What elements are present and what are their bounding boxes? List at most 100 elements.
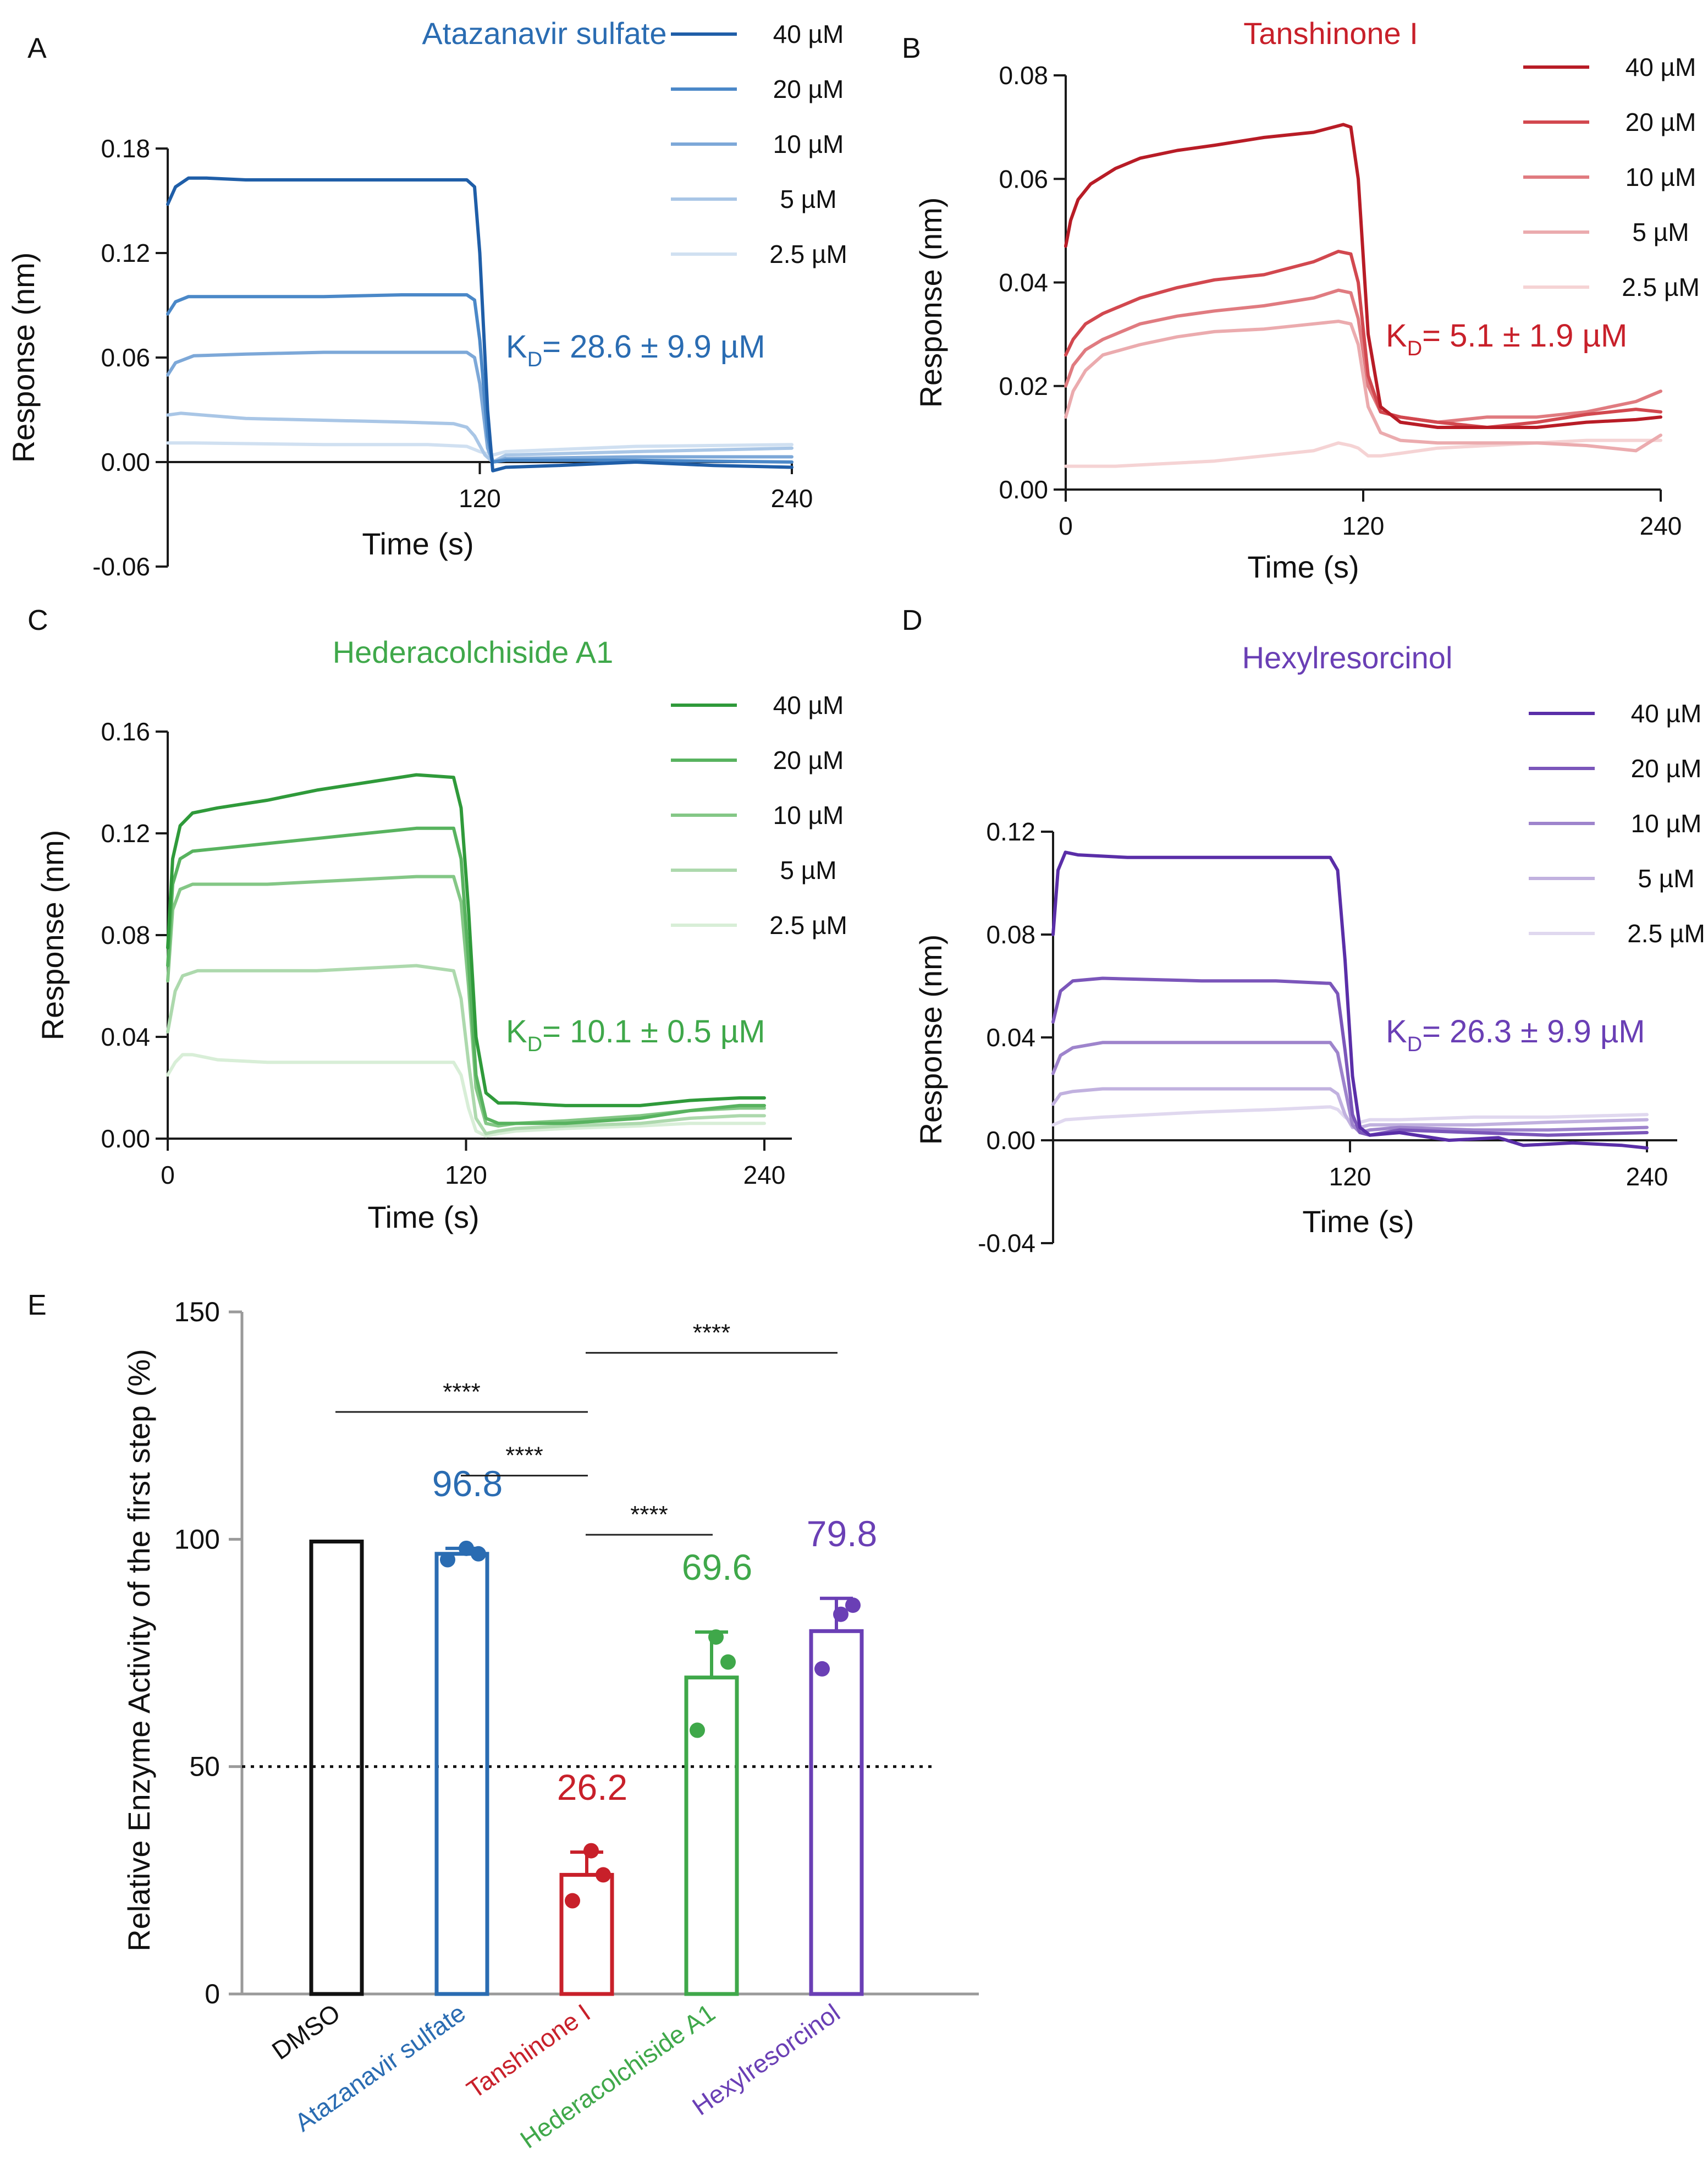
legend-label: 2.5 µM (769, 240, 847, 268)
bar (809, 1629, 864, 1996)
legend-label: 5 µM (1638, 864, 1694, 893)
series-line (1064, 288, 1662, 424)
series-line (1051, 976, 1649, 1137)
significance-label: **** (630, 1501, 668, 1528)
y-axis-label: Relative Enzyme Activity of the first st… (122, 1349, 156, 1951)
legend-label: 2.5 µM (769, 911, 847, 940)
legend-label: 2.5 µM (1627, 919, 1705, 948)
y-tick-label: 0.18 (101, 134, 150, 163)
panel-label: E (27, 1289, 47, 1321)
x-axis-label: Time (s) (367, 1200, 479, 1234)
kd-annotation: KD= 5.1 ± 1.9 µM (1386, 318, 1627, 360)
series-line (166, 826, 766, 1125)
legend-label: 10 µM (1631, 809, 1702, 838)
chart-title: Tanshinone I (1243, 16, 1418, 51)
y-tick-label: 0.08 (999, 61, 1048, 90)
significance-label: **** (443, 1378, 481, 1405)
panel-a: A Atazanavir sulfate -0.06 0.00 0.06 0.12 0.18… (6, 16, 847, 581)
data-point (814, 1661, 830, 1677)
legend-label: 2.5 µM (1622, 273, 1700, 301)
bar-value-label: 69.6 (682, 1547, 752, 1587)
legend-label: 20 µM (1631, 754, 1702, 783)
y-tick-label: -0.06 (92, 552, 150, 581)
panel-e: E 0 50 100 150 Relative Enzyme Activity of th… (27, 1289, 979, 2154)
kd-annotation: KD= 28.6 ± 9.9 µM (506, 329, 765, 371)
bar-value-label: 79.8 (807, 1513, 877, 1554)
x-tick-label: 120 (1329, 1162, 1371, 1191)
data-point (583, 1843, 599, 1859)
bar (559, 1872, 614, 1996)
x-tick-label: DMSO (267, 1998, 345, 2065)
y-tick-label: 0.00 (101, 448, 150, 476)
x-tick-label: 240 (1626, 1162, 1668, 1191)
significance-label: **** (693, 1319, 731, 1346)
data-point (708, 1629, 724, 1645)
kd-annotation: KD= 10.1 ± 0.5 µM (506, 1014, 765, 1056)
panel-label: C (27, 605, 48, 636)
y-tick-label: 0.16 (101, 717, 150, 746)
data-point (459, 1540, 474, 1556)
series-line (166, 773, 766, 1107)
chart-title: Atazanavir sulfate (422, 16, 666, 51)
series-line (1064, 123, 1662, 429)
bar (309, 1539, 364, 1996)
data-point (845, 1597, 861, 1613)
series-line (1051, 1041, 1649, 1134)
series-line (166, 1053, 766, 1138)
x-tick-label: 240 (743, 1161, 786, 1189)
chart-title: Hederacolchiside A1 (333, 635, 614, 669)
data-point (833, 1606, 849, 1622)
panel-label: A (27, 32, 47, 64)
y-tick-label: 0.12 (101, 819, 150, 848)
data-point (690, 1722, 705, 1738)
kd-annotation: KD= 26.3 ± 9.9 µM (1386, 1014, 1645, 1056)
x-axis-label: Time (s) (362, 526, 473, 561)
series-line (1051, 850, 1649, 1150)
chart-title: Hexylresorcinol (1242, 640, 1453, 675)
y-tick-label: 50 (189, 1751, 220, 1782)
legend-label: 10 µM (773, 801, 844, 829)
y-tick-label: 0.12 (101, 239, 150, 267)
legend-label: 20 µM (773, 75, 844, 103)
series-line (166, 964, 766, 1135)
legend-label: 40 µM (1626, 53, 1696, 81)
y-tick-label: 0.00 (101, 1124, 150, 1153)
y-tick-label: 100 (174, 1524, 220, 1554)
legend-label: 40 µM (1631, 699, 1702, 728)
legend-label: 5 µM (780, 185, 836, 213)
series-line (1064, 320, 1662, 453)
legend-label: 20 µM (773, 746, 844, 774)
bar (434, 1552, 489, 1996)
legend-label: 20 µM (1626, 108, 1696, 136)
series-line (166, 176, 794, 473)
bar-value-label: 26.2 (557, 1767, 627, 1808)
legend-label: 40 µM (773, 691, 844, 719)
series-line (166, 411, 794, 464)
legend-label: 5 µM (780, 856, 836, 885)
panel-label: B (902, 32, 921, 64)
series-line (166, 441, 794, 457)
x-axis-label: Time (s) (1247, 550, 1359, 584)
y-tick-label: 0.00 (999, 475, 1048, 504)
y-tick-label: 0.08 (101, 921, 150, 949)
y-tick-label: 0.02 (999, 372, 1048, 400)
x-tick-label: 120 (1342, 512, 1385, 540)
y-axis-label: Response (nm) (913, 935, 948, 1145)
panel-label: D (902, 605, 923, 636)
data-point (471, 1546, 486, 1562)
significance-label: **** (505, 1442, 543, 1469)
legend-label: 10 µM (773, 130, 844, 158)
data-point (720, 1654, 736, 1670)
y-axis-label: Response (nm) (6, 252, 41, 463)
x-tick-label: 120 (459, 484, 501, 513)
panel-b: B Tanshinone I 0.00 0.02 0.04 0.06 0.08 0 120 240… (902, 16, 1700, 584)
data-point (565, 1893, 580, 1909)
x-tick-label: 0 (161, 1161, 175, 1189)
data-point (596, 1867, 611, 1883)
x-tick-label: 0 (1059, 512, 1073, 540)
y-tick-label: 0.06 (101, 343, 150, 372)
y-axis-label: Response (nm) (35, 830, 70, 1041)
y-tick-label: 0.12 (986, 817, 1035, 846)
y-tick-label: -0.04 (978, 1229, 1035, 1257)
